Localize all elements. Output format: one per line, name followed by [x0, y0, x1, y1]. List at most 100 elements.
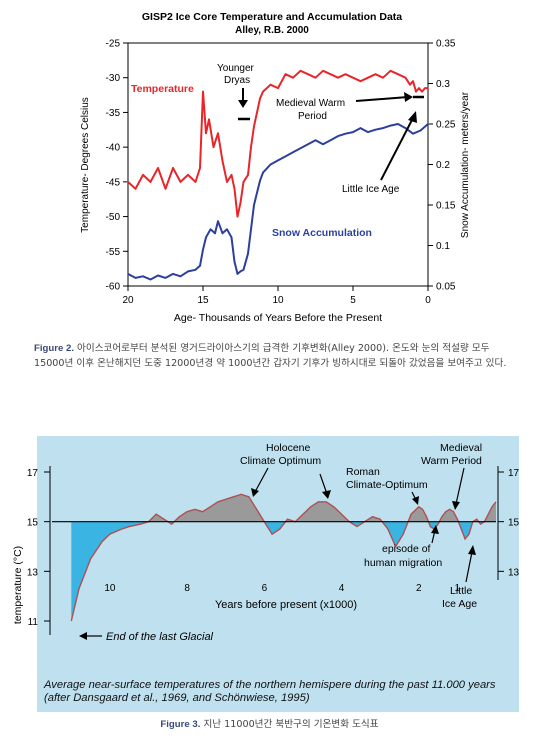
- data-point: [209, 228, 212, 231]
- data-point: [233, 188, 236, 190]
- data-point: [212, 146, 215, 148]
- data-point: [337, 76, 339, 79]
- data-point: [208, 118, 210, 121]
- data-point: [164, 188, 167, 190]
- holocene-arrow-2: [319, 473, 328, 495]
- data-point: [242, 181, 245, 183]
- y-tick-label-right: 0.15: [436, 201, 456, 212]
- data-point: [307, 73, 309, 76]
- data-point: [236, 273, 239, 275]
- data-point: [367, 131, 369, 133]
- holocene-chart: 17 17 15 15 13 13 11 10 8 6 4 2 1 temperature (°C) Y…: [12, 436, 520, 712]
- y-tick-label-left: 13: [27, 567, 39, 578]
- data-point: [314, 139, 317, 141]
- data-point: [389, 69, 392, 72]
- y-tick-label-right: 15: [508, 518, 520, 529]
- data-point: [352, 131, 354, 133]
- area-below-15: [71, 521, 496, 621]
- younger-dryas-arrowhead: [238, 100, 248, 108]
- data-point: [427, 123, 429, 125]
- data-point: [382, 76, 384, 79]
- little-ice-age-arrowhead: [408, 111, 417, 123]
- y-tick-label-right: 13: [508, 567, 520, 578]
- data-point: [217, 132, 219, 135]
- data-point: [256, 192, 258, 194]
- data-point: [253, 125, 255, 128]
- data-point: [299, 147, 302, 150]
- data-point: [409, 83, 411, 86]
- y-axis-label-right: Snow Accumulation- meters/year: [460, 91, 471, 238]
- data-point: [221, 232, 224, 235]
- data-point: [157, 274, 159, 277]
- data-point: [250, 146, 252, 148]
- y-tick-label-left: -50: [106, 212, 121, 223]
- data-point: [412, 132, 414, 135]
- data-point: [269, 163, 272, 166]
- y-tick-label-right: 0.35: [436, 39, 456, 50]
- data-point: [256, 111, 258, 114]
- x-axis-label: Years before present (x1000): [215, 599, 357, 611]
- data-point: [262, 171, 264, 174]
- little-ice-age-label: Little Ice Age: [342, 184, 400, 195]
- data-point: [259, 97, 261, 100]
- data-point: [389, 124, 392, 127]
- data-point: [397, 73, 399, 76]
- data-point: [179, 275, 182, 278]
- data-point: [337, 135, 339, 137]
- data-point: [187, 270, 189, 273]
- data-point: [418, 87, 420, 89]
- figure3-caption-text: 지난 11000년간 북반구의 기온변화 도식표: [203, 719, 379, 730]
- x-tick-label: 2: [416, 583, 422, 594]
- medieval-arrow: [355, 96, 409, 102]
- temperature-series-label: Temperature: [131, 83, 194, 95]
- data-point: [164, 277, 167, 279]
- data-point: [149, 278, 152, 281]
- data-point: [329, 139, 332, 141]
- y-tick-label-right: 0.05: [436, 282, 456, 293]
- data-point: [134, 277, 137, 279]
- data-point: [322, 69, 324, 72]
- y-tick-label-right: 0.1: [436, 241, 450, 252]
- series-line-snow-accumulation: [127, 123, 429, 281]
- x-tick-label: 6: [262, 583, 268, 594]
- data-point: [179, 181, 182, 183]
- data-point: [329, 73, 332, 76]
- data-point: [404, 76, 407, 79]
- data-point: [415, 90, 417, 93]
- data-point: [344, 73, 347, 76]
- data-point: [199, 167, 201, 169]
- roman-optimum-label: Roman Climate-Optimum: [346, 466, 428, 491]
- data-point: [374, 73, 377, 76]
- data-point: [202, 90, 204, 93]
- x-tick-label: 5: [350, 295, 356, 306]
- end-of-glacial-label: End of the last Glacial: [106, 631, 214, 643]
- medieval-warm-label: Medieval Warm Period: [276, 98, 345, 122]
- figure3-caption: Figure 3. 지난 11000년간 북반구의 기온변화 도식표: [0, 717, 539, 732]
- y-tick-label-left: -30: [106, 73, 121, 84]
- data-point: [253, 204, 255, 206]
- little-ice-age-label: Little Ice Age: [442, 585, 477, 610]
- y-tick-label-right: 0.3: [436, 79, 450, 90]
- migration-arrowhead: [431, 525, 439, 534]
- y-axis-label: temperature (°C): [12, 546, 24, 624]
- data-point: [194, 269, 197, 271]
- data-point: [421, 90, 423, 93]
- holocene-arrow: [254, 467, 269, 493]
- data-point: [127, 273, 129, 275]
- younger-dryas-label: Younger Dryas: [217, 63, 255, 86]
- data-point: [292, 151, 294, 154]
- data-point: [382, 127, 384, 129]
- figure2-caption-text: 아이스코어로부터 분석된 영거드라이아스기의 급격한 기후변화(Alley 20…: [34, 343, 507, 369]
- plot-frame: [127, 42, 429, 287]
- data-point: [172, 167, 174, 169]
- data-point: [157, 167, 159, 169]
- data-point: [239, 201, 242, 204]
- data-point: [352, 76, 354, 79]
- chart-subtitle: Alley, R.B. 2000: [235, 25, 309, 36]
- y-tick-label-right: 0.25: [436, 120, 456, 131]
- data-point: [344, 132, 347, 135]
- data-point: [359, 80, 362, 82]
- y-tick-label-left: 11: [28, 617, 39, 628]
- holocene-arrowhead: [251, 488, 259, 497]
- data-point: [322, 143, 324, 146]
